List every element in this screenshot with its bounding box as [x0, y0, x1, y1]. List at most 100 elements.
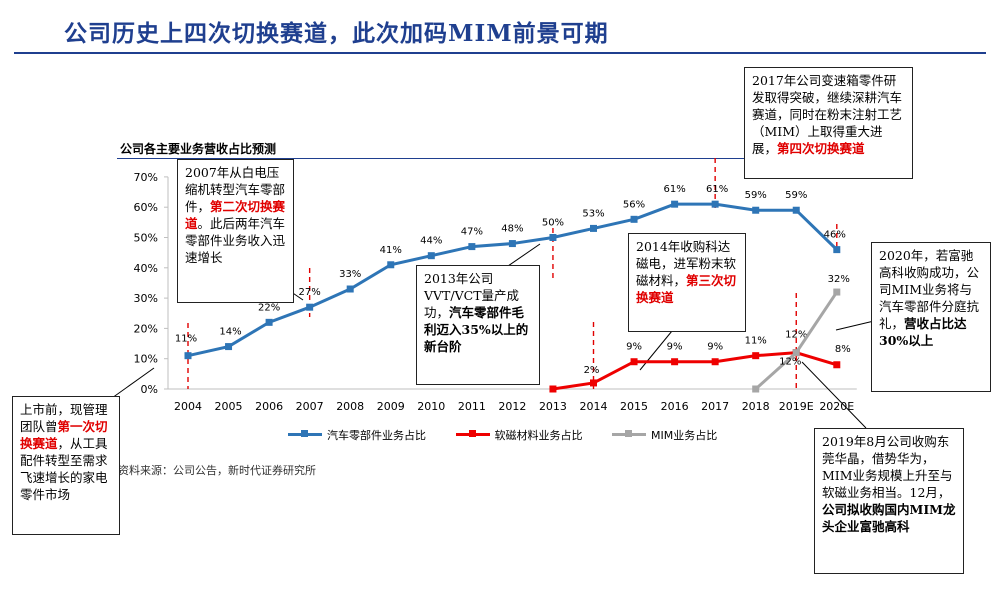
x-tick-label: 2006 — [255, 400, 283, 413]
x-tick-label: 2007 — [296, 400, 324, 413]
annotation-text: 2013年公司VVT/VCT量产成功， — [424, 271, 520, 320]
data-point — [508, 240, 516, 248]
y-tick-label: 70% — [134, 171, 158, 184]
series-line-1 — [552, 351, 838, 391]
source-note: 资料来源：公司公告，新时代证券研究所 — [118, 464, 316, 477]
data-label: 50% — [542, 218, 564, 229]
data-point — [792, 349, 800, 357]
data-label: 11% — [175, 334, 197, 345]
x-tick-label: 2020E — [819, 400, 854, 413]
data-point — [752, 385, 760, 393]
x-tick-label: 2013 — [539, 400, 567, 413]
annotation-second-switch: 2007年从白电压缩机转型汽车零部件，第二次切换赛道。此后两年汽车零部件业务收入… — [177, 159, 294, 303]
legend-label-auto: 汽车零部件业务占比 — [327, 428, 426, 442]
annotation-huajing-acquisition: 2019年8月公司收购东莞华晶，借势华为，MIM业务规模上升至与软磁业务相当。1… — [814, 428, 964, 574]
annotation-text: 2020年，若富驰高科收购成功，公司MIM业务将与汽车零部件分庭抗礼， — [879, 248, 980, 331]
legend-item-auto: 汽车零部件业务占比 — [288, 427, 426, 443]
data-label: 9% — [626, 342, 642, 353]
data-point — [833, 288, 841, 296]
data-point — [833, 246, 841, 254]
data-label: 41% — [380, 245, 402, 256]
annotation-text: 汽车零部件毛利迈入35%以上的新台阶 — [424, 305, 529, 354]
data-point — [468, 243, 476, 251]
annotation-text: 。此后两年汽车零部件业务收入迅速增长 — [185, 216, 286, 265]
y-tick-label: 50% — [134, 232, 158, 245]
data-label: 22% — [258, 302, 280, 313]
data-label: 9% — [667, 342, 683, 353]
data-point — [184, 352, 192, 360]
legend-item-mim: MIM业务占比 — [612, 427, 717, 443]
data-label: 11% — [745, 336, 767, 347]
y-tick-label: 30% — [134, 292, 158, 305]
data-point — [225, 343, 233, 351]
data-point — [387, 261, 395, 269]
title-divider — [14, 52, 986, 54]
legend-label-magnet: 软磁材料业务占比 — [494, 428, 583, 442]
x-tick-label: 2014 — [580, 400, 608, 413]
data-point — [549, 234, 557, 241]
annotation-first-switch: 上市前，现管理团队曾第一次切换赛道，从工具配件转型至需求飞速增长的家电零件市场 — [12, 396, 120, 535]
data-label: 48% — [501, 224, 523, 235]
annotation-text: 第三次切换赛道 — [636, 273, 737, 305]
x-tick-label: 2011 — [458, 400, 486, 413]
page-title: 公司历史上四次切换赛道，此次加码MIM前景可期 — [64, 20, 609, 47]
data-point — [671, 358, 679, 366]
chart-title: 公司各主要业务营收占比预测 — [120, 142, 277, 156]
data-label: 32% — [828, 274, 850, 285]
data-point — [752, 206, 760, 214]
legend-item-magnet: 软磁材料业务占比 — [455, 427, 583, 443]
data-label: 53% — [582, 208, 604, 219]
annotation-text: 上市前，现管理团队曾 — [20, 402, 108, 434]
annotation-text: 第四次切换赛道 — [777, 141, 865, 156]
data-label: 33% — [339, 269, 361, 280]
y-tick-label: 0% — [141, 383, 158, 396]
annotation-text: 2019年8月公司收购东莞华晶，借势华为，MIM业务规模上升至与软磁业务相当。1… — [822, 434, 953, 500]
data-label: 12% — [779, 357, 801, 368]
data-point — [590, 224, 597, 232]
annotation-text: 2014年收购科达磁电，进军粉末软磁材料， — [636, 239, 737, 288]
annotation-text: ，从工具配件转型至需求飞速增长的家电零件市场 — [20, 436, 108, 502]
annotation-text: 公司拟收购国内MIM龙头企业富驰高科 — [822, 502, 956, 534]
data-label: 61% — [663, 184, 685, 195]
annotation-leader-line — [111, 367, 155, 399]
annotation-leader-line — [835, 320, 875, 331]
data-label: 14% — [219, 327, 241, 338]
data-label: 59% — [745, 190, 767, 201]
annotation-text: 第一次切换赛道 — [20, 419, 108, 451]
annotation-text: 2007年从白电压缩机转型汽车零部件， — [185, 165, 286, 214]
data-point — [671, 200, 679, 208]
chart-legend: 汽车零部件业务占比 软磁材料业务占比 MIM业务占比 — [288, 426, 743, 443]
annotation-leader-line — [801, 361, 867, 429]
y-tick-label: 40% — [134, 262, 158, 275]
y-tick-label: 10% — [134, 353, 158, 366]
data-label: 12% — [785, 330, 807, 341]
data-label: 56% — [623, 199, 645, 210]
annotation-vvt-vct: 2013年公司VVT/VCT量产成功，汽车零部件毛利迈入35%以上的新台阶 — [416, 265, 540, 385]
x-tick-label: 2009 — [377, 400, 405, 413]
data-point — [265, 318, 273, 326]
data-point — [833, 361, 841, 369]
y-tick-label: 60% — [134, 201, 158, 214]
x-tick-label: 2005 — [215, 400, 243, 413]
x-tick-label: 2010 — [417, 400, 445, 413]
x-tick-label: 2016 — [661, 400, 689, 413]
legend-label-mim: MIM业务占比 — [651, 428, 718, 442]
data-label: 2% — [584, 365, 600, 376]
annotation-text: 营收占比达30%以上 — [879, 316, 967, 348]
data-label: 59% — [785, 190, 807, 201]
x-tick-label: 2019E — [779, 400, 814, 413]
data-point — [752, 352, 760, 360]
data-point — [630, 358, 638, 366]
x-tick-label: 2008 — [336, 400, 364, 413]
data-label: 8% — [835, 344, 851, 355]
annotation-text: 第二次切换赛道 — [185, 199, 286, 231]
data-label: 46% — [824, 230, 846, 241]
chart-title-divider — [117, 158, 841, 159]
data-label: 47% — [461, 227, 483, 238]
data-point — [590, 379, 597, 387]
data-point — [711, 358, 719, 366]
data-label: 44% — [420, 236, 442, 247]
data-point — [630, 215, 638, 223]
data-point — [346, 285, 354, 293]
